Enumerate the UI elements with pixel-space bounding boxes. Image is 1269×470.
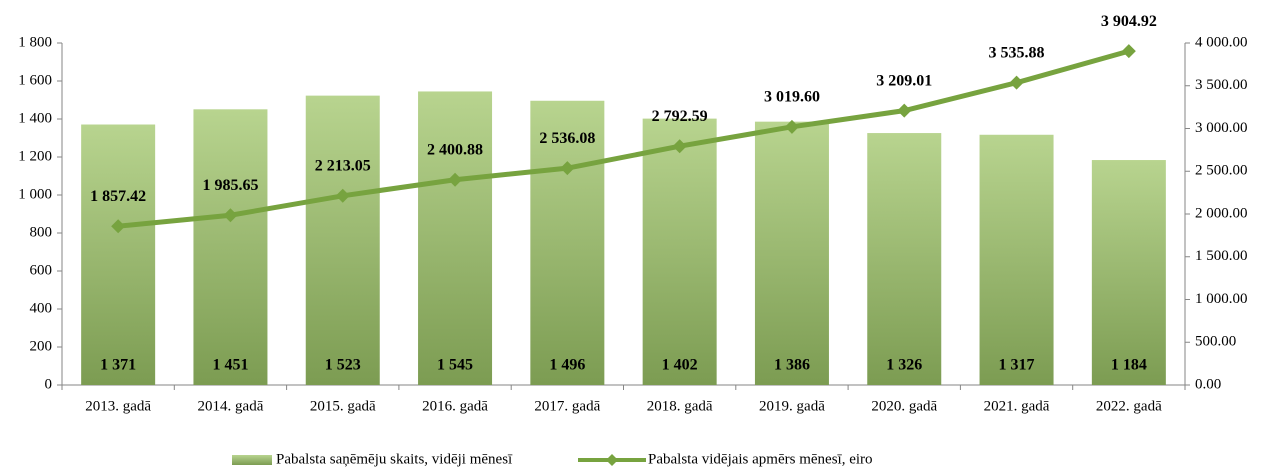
y2-tick-label: 0.00 <box>1195 376 1221 392</box>
bar-value-label: 1 326 <box>886 357 922 374</box>
line-value-label: 2 792.59 <box>652 108 708 125</box>
bar <box>193 109 268 385</box>
y2-tick-label: 1 000.00 <box>1195 291 1248 307</box>
y-tick-label: 1 800 <box>18 34 52 50</box>
bar-value-label: 1 545 <box>437 357 473 374</box>
legend-swatch <box>232 455 272 465</box>
x-tick-label: 2021. gadā <box>984 398 1050 414</box>
y-tick-label: 1 200 <box>18 148 52 164</box>
line-marker <box>223 208 238 223</box>
line-value-label: 1 857.42 <box>90 188 146 205</box>
y-tick-label: 1 400 <box>18 110 52 126</box>
line-value-label: 2 536.08 <box>539 130 595 147</box>
y-tick-label: 600 <box>30 262 53 278</box>
x-tick-label: 2015. gadā <box>310 398 376 414</box>
bar <box>81 124 156 385</box>
bar <box>530 100 605 385</box>
line <box>117 48 1130 229</box>
x-tick-label: 2020. gadā <box>871 398 937 414</box>
bar <box>418 91 493 385</box>
line-value-label: 2 400.88 <box>427 141 483 158</box>
line-marker <box>897 103 912 118</box>
bar-value-label: 1 496 <box>549 357 585 374</box>
line-value-label: 3 019.60 <box>764 88 820 105</box>
y2-tick-label: 3 500.00 <box>1195 77 1248 93</box>
y-tick-label: 0 <box>45 376 53 392</box>
line-value-label: 1 985.65 <box>202 177 258 194</box>
line-value-label: 3 209.01 <box>876 72 932 89</box>
y-tick-label: 800 <box>30 224 53 240</box>
bar-value-label: 1 386 <box>774 357 810 374</box>
line-marker <box>1009 75 1024 90</box>
bar-value-label: 1 402 <box>662 357 698 374</box>
line-marker <box>560 161 575 176</box>
bar-value-label: 1 523 <box>325 357 361 374</box>
y-tick-label: 1 000 <box>18 186 52 202</box>
x-tick-label: 2018. gadā <box>647 398 713 414</box>
legend-marker <box>606 454 618 466</box>
bar <box>305 95 380 385</box>
line-marker <box>335 188 350 203</box>
bar-value-label: 1 184 <box>1111 357 1147 374</box>
y2-tick-label: 2 000.00 <box>1195 205 1248 221</box>
line-marker <box>672 139 687 154</box>
y2-tick-label: 3 000.00 <box>1195 120 1248 136</box>
bar <box>979 134 1054 385</box>
bar-value-label: 1 317 <box>999 357 1035 374</box>
y2-tick-label: 500.00 <box>1195 334 1236 350</box>
x-tick-label: 2017. gadā <box>534 398 600 414</box>
legend-label: Pabalsta saņēmēju skaits, vidēji mēnesī <box>276 451 513 467</box>
line-value-label: 3 535.88 <box>989 44 1045 61</box>
legend-label: Pabalsta vidējais apmērs mēnesī, eiro <box>648 451 873 467</box>
line-marker <box>448 172 463 187</box>
line-value-label: 3 904.92 <box>1101 13 1157 30</box>
x-tick-label: 2022. gadā <box>1096 398 1162 414</box>
bar-value-label: 1 371 <box>100 357 136 374</box>
line-marker <box>111 219 126 234</box>
y2-tick-label: 2 500.00 <box>1195 163 1248 179</box>
y-tick-label: 200 <box>30 338 53 354</box>
bar-value-label: 1 451 <box>212 357 248 374</box>
line-value-label: 2 213.05 <box>315 157 371 174</box>
y2-tick-label: 1 500.00 <box>1195 248 1248 264</box>
bar <box>754 121 829 385</box>
bar <box>867 133 942 385</box>
bar <box>642 118 717 386</box>
x-tick-label: 2014. gadā <box>198 398 264 414</box>
line-marker <box>784 119 799 134</box>
line-marker <box>1121 44 1136 59</box>
x-tick-label: 2013. gadā <box>85 398 151 414</box>
x-tick-label: 2019. gadā <box>759 398 825 414</box>
y-tick-label: 1 600 <box>18 72 52 88</box>
bar <box>1091 160 1166 385</box>
x-tick-label: 2016. gadā <box>422 398 488 414</box>
y-tick-label: 400 <box>30 300 53 316</box>
y2-tick-label: 4 000.00 <box>1195 34 1248 50</box>
